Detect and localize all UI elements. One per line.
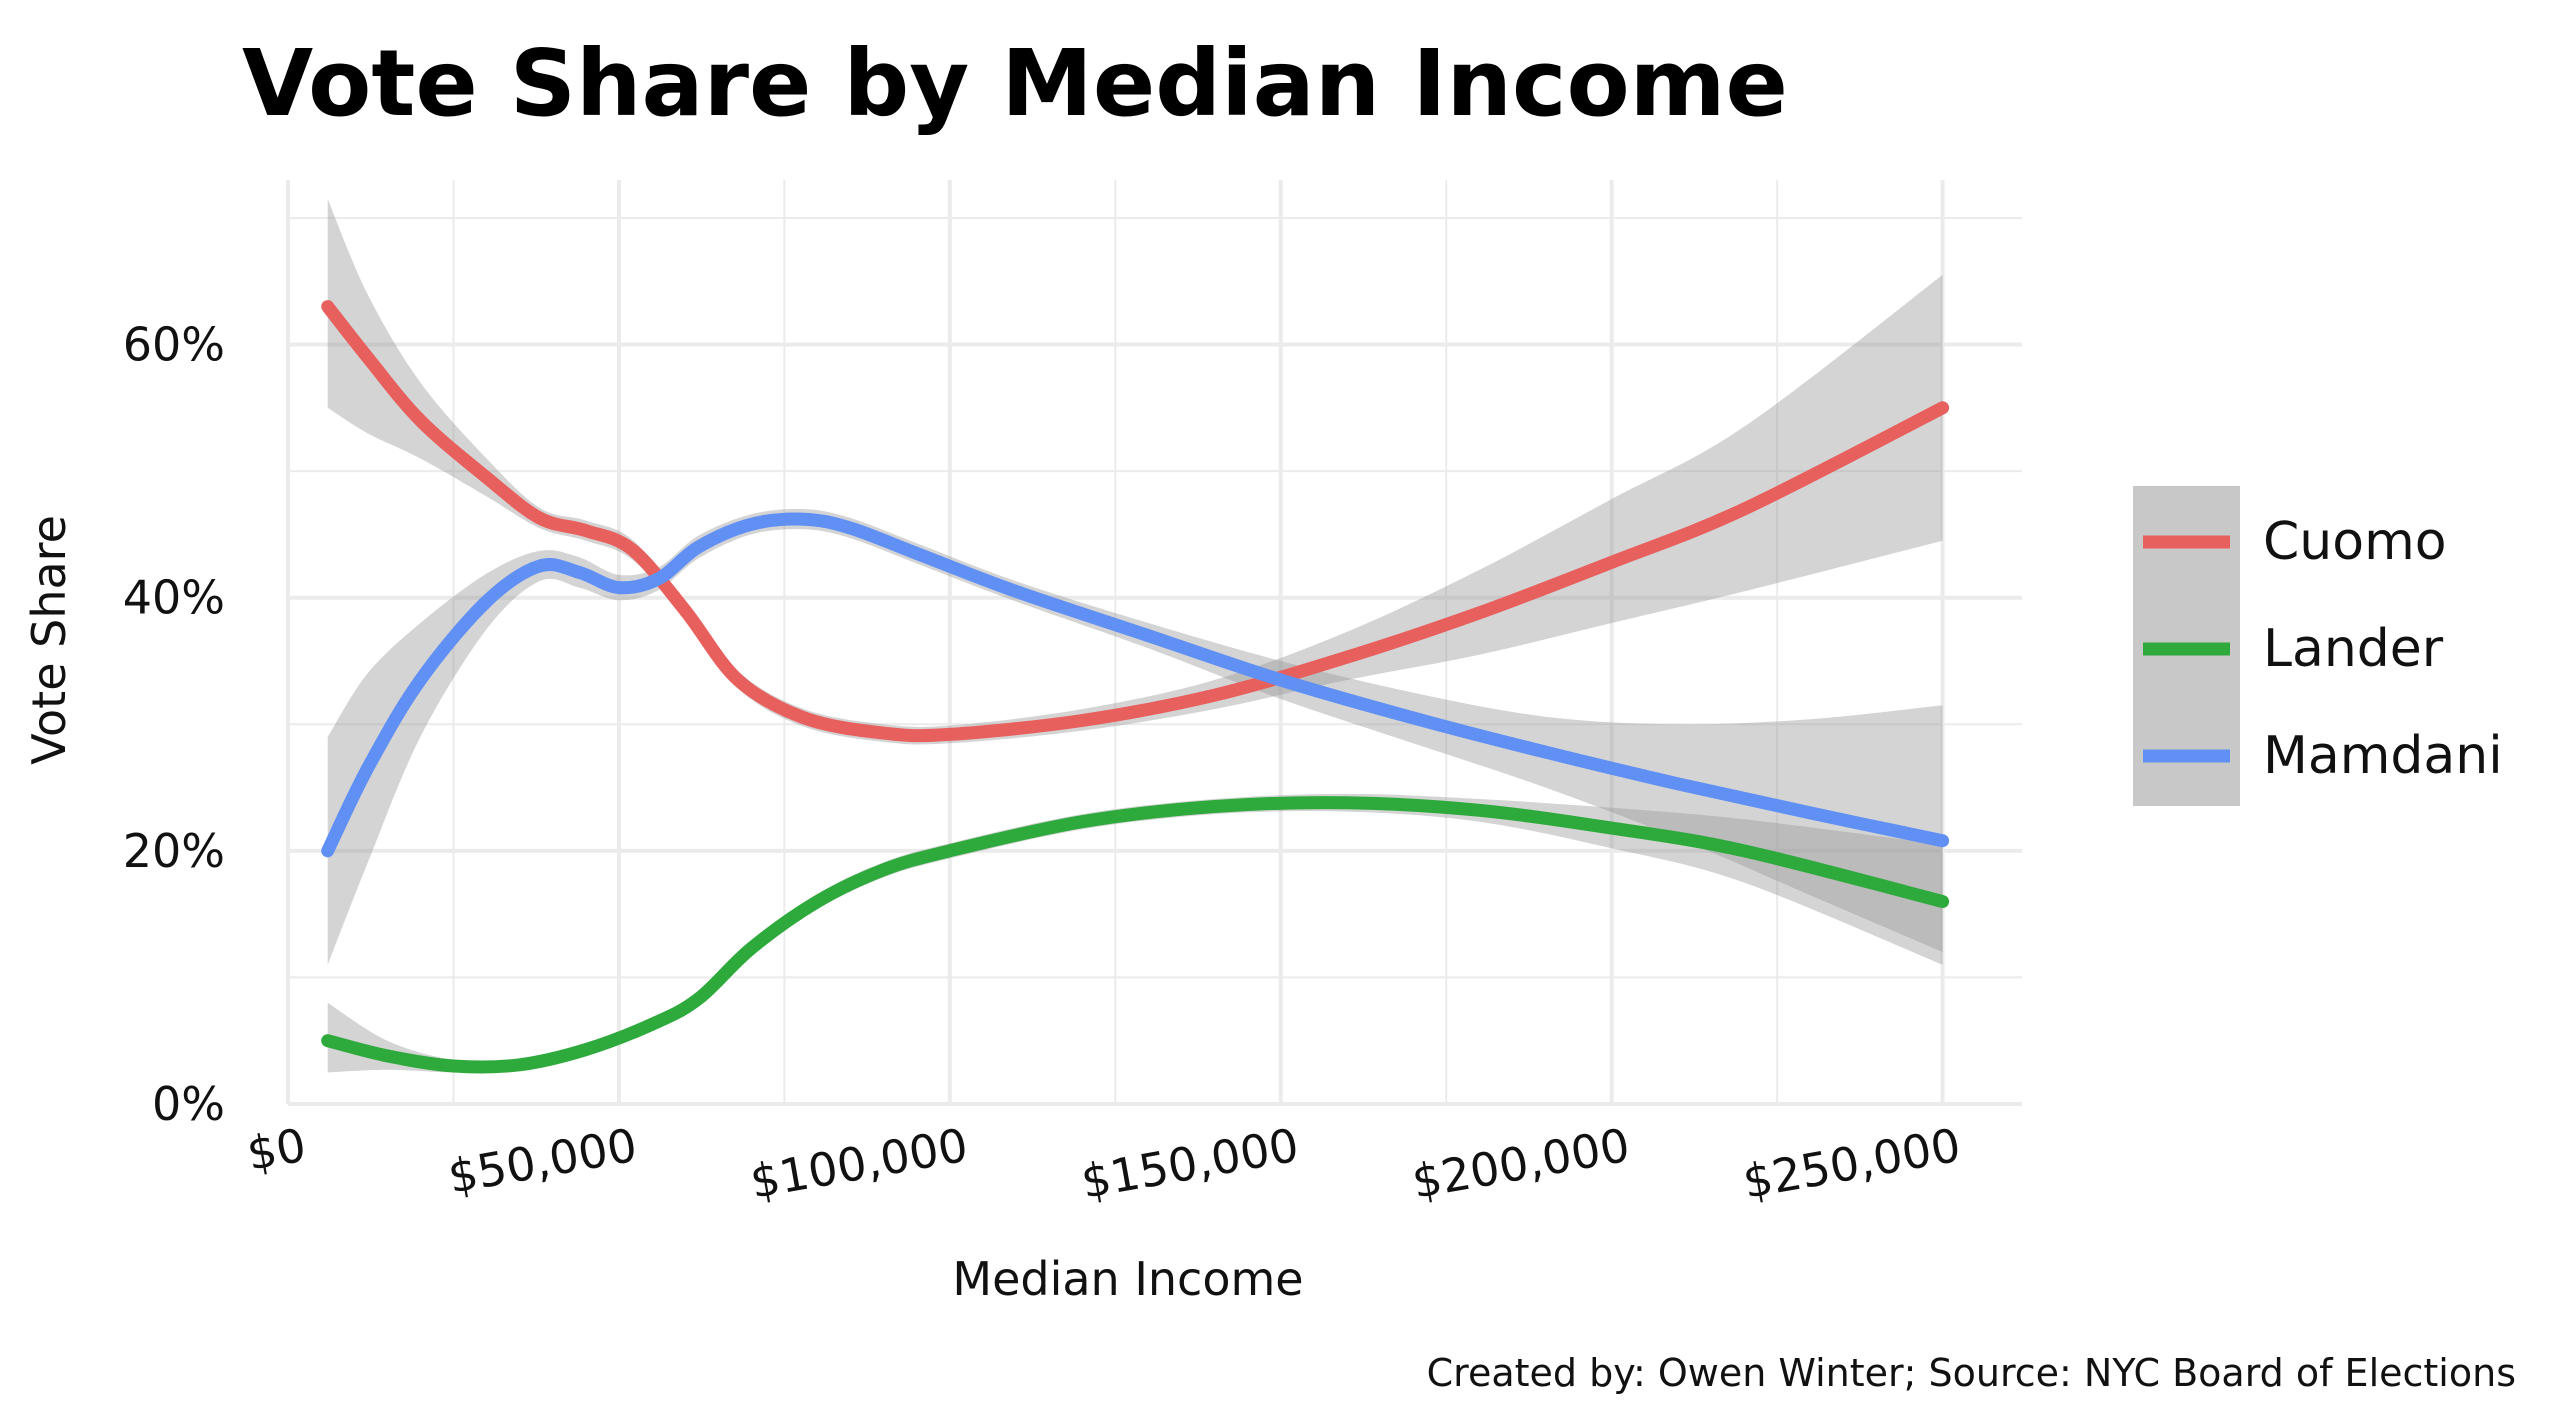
y-axis-label: Vote Share	[22, 515, 76, 765]
y-tick-label: 0%	[152, 1077, 225, 1131]
x-axis-label: Median Income	[952, 1252, 1303, 1306]
x-tick-label: $200,000	[1408, 1118, 1634, 1209]
x-tick-label: $0	[243, 1118, 310, 1181]
confidence-band-cuomo	[327, 199, 1943, 745]
y-tick-label: 60%	[123, 318, 225, 372]
series-lines	[321, 300, 1950, 1074]
x-tick-label: $50,000	[444, 1118, 641, 1204]
grid	[286, 180, 2022, 1106]
chart-title: Vote Share by Median Income	[242, 30, 1788, 137]
x-tick-label: $150,000	[1077, 1118, 1303, 1209]
x-tick-label: $250,000	[1739, 1118, 1965, 1209]
x-tick-label: $100,000	[746, 1118, 972, 1209]
legend-label-mamdani: Mamdani	[2263, 726, 2503, 786]
y-tick-label: 40%	[123, 571, 225, 625]
plot-area	[286, 180, 2022, 1106]
series-line-mamdani	[321, 512, 1950, 858]
x-axis-ticks: $0 $50,000 $100,000 $150,000 $200,000 $250,00…	[243, 1118, 1965, 1209]
y-tick-label: 20%	[123, 824, 225, 878]
series-line-lander	[321, 796, 1950, 1074]
series-line-cuomo	[321, 300, 1950, 743]
confidence-band-mamdani	[327, 508, 1943, 965]
confidence-bands	[327, 199, 1943, 1073]
caption: Created by: Owen Winter; Source: NYC Boa…	[1427, 1351, 2516, 1395]
legend: Cuomo Lander Mamdani	[2133, 486, 2503, 806]
legend-label-cuomo: Cuomo	[2263, 512, 2447, 572]
y-axis-ticks: 0% 20% 40% 60%	[123, 318, 225, 1131]
legend-label-lander: Lander	[2263, 619, 2444, 679]
